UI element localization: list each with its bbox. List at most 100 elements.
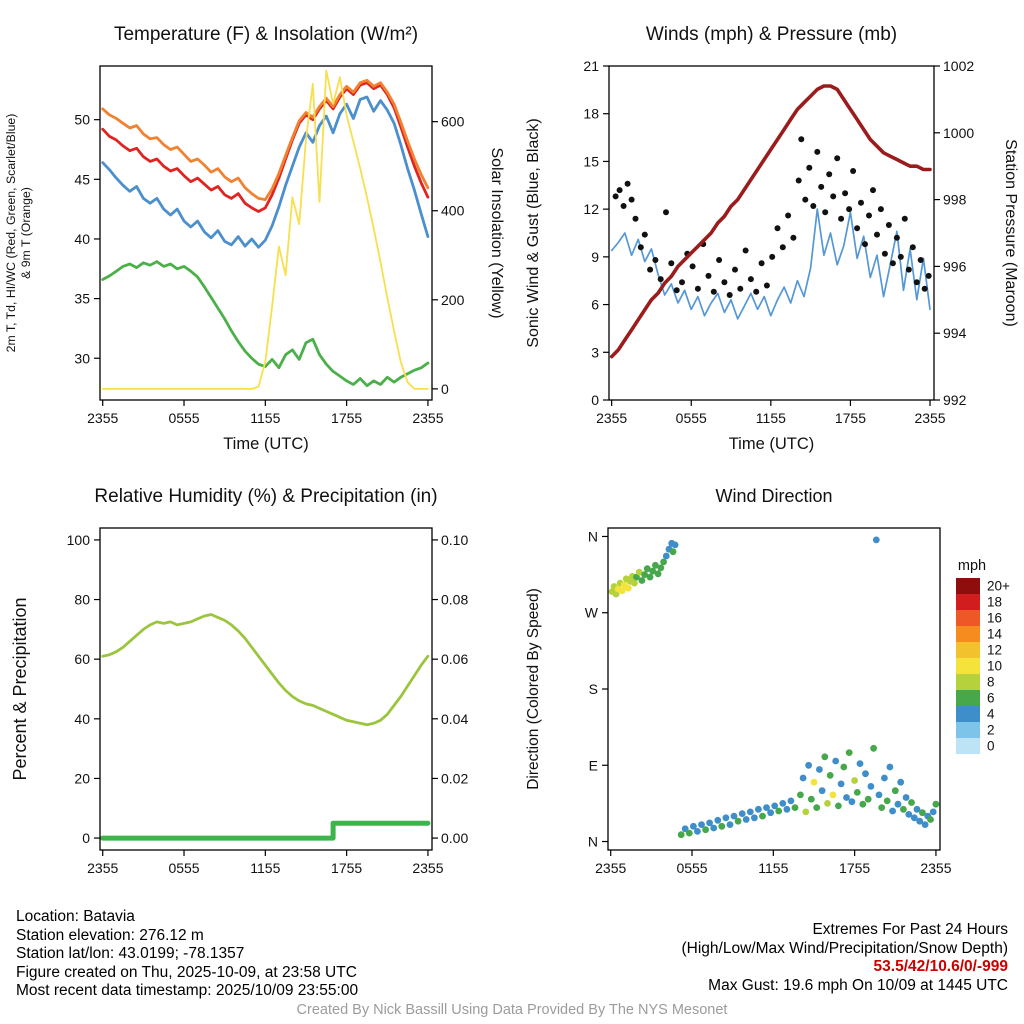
data-point (813, 804, 821, 811)
data-point (889, 260, 896, 267)
data-point (853, 789, 861, 796)
colorbar-swatch (956, 626, 980, 642)
data-point (662, 552, 670, 560)
x-tick-label: 2355 (595, 860, 626, 876)
colorbar-tick-label: 12 (987, 643, 1002, 658)
colorbar-tick-label: 4 (987, 707, 995, 722)
data-point (862, 241, 868, 248)
data-point (806, 164, 813, 171)
data-point (826, 772, 834, 779)
data-point (901, 215, 908, 222)
data-point (646, 573, 654, 581)
y-tick-label: 40 (74, 231, 90, 247)
y-tick-label-right: 998 (943, 192, 967, 208)
max-gust-line: Max Gust: 19.6 mph On 10/09 at 1445 UTC (708, 976, 1008, 994)
series-solar-insolation (101, 69, 429, 390)
data-point (875, 791, 883, 799)
extremes-values: 53.5/42/10.6/0/-999 (873, 958, 1008, 975)
data-point (818, 787, 826, 795)
data-point (902, 794, 910, 801)
credit-line: Created By Nick Bassill Using Data Provi… (296, 1001, 728, 1018)
colorbar-swatch (956, 610, 980, 626)
data-point (862, 770, 869, 778)
x-tick-label: 1755 (835, 410, 866, 426)
y-tick-label-right: 400 (441, 203, 465, 219)
data-point (785, 212, 792, 219)
series-heat-index-wind-chill (101, 95, 430, 249)
data-point (641, 231, 648, 238)
data-point (721, 279, 728, 286)
data-point (805, 761, 812, 769)
data-point (798, 136, 805, 143)
y-axis-label-right: Solar Insolation (Yellow) (488, 147, 505, 318)
y-tick-label-right: 0.02 (441, 770, 468, 786)
data-point (814, 148, 821, 155)
data-timestamp-line: Most recent data timestamp: 2025/10/09 2… (16, 982, 359, 999)
y-axis-label-left: Percent & Precipitation (10, 597, 30, 780)
y-tick-label: 3 (591, 344, 599, 360)
extremes-title: Extremes For Past 24 Hours (812, 921, 1008, 938)
data-point (837, 780, 845, 788)
data-point (652, 257, 659, 263)
data-point (897, 253, 904, 260)
data-point (758, 260, 765, 267)
data-point (702, 826, 709, 834)
data-point (919, 809, 926, 817)
data-point (881, 250, 888, 257)
y-tick-label: 12 (583, 201, 599, 217)
series-dew-point (101, 260, 430, 388)
series-precipitation (100, 820, 431, 841)
x-tick-label: 2355 (412, 410, 443, 426)
data-point (802, 808, 810, 816)
x-tick-label: 1155 (250, 410, 280, 426)
data-point (829, 791, 837, 799)
data-point (810, 778, 818, 786)
data-point (767, 809, 774, 817)
colorbar-swatch (956, 658, 980, 674)
data-point (637, 244, 644, 251)
y-tick-label-right: 0.06 (441, 651, 468, 667)
data-point (897, 778, 905, 786)
data-point (738, 810, 746, 817)
data-point (663, 209, 669, 216)
data-point (787, 797, 795, 805)
y-axis-label-left: Direction (Colored By Speed) (525, 588, 542, 790)
data-point (856, 760, 864, 767)
data-point (705, 272, 712, 279)
data-point (759, 812, 766, 820)
charts-grid: Temperature (F) & Insolation (W/m²) 2355 0… (0, 24, 1019, 904)
data-point (816, 766, 823, 773)
y-tick-label: 45 (74, 171, 90, 187)
data-point (612, 193, 619, 200)
data-point (893, 234, 900, 241)
data-point (850, 168, 857, 174)
data-point (669, 548, 677, 556)
series-2m-temperature (101, 81, 430, 213)
data-point (657, 564, 665, 572)
data-point (689, 263, 696, 270)
colorbar-tick-label: 6 (987, 691, 995, 706)
humidity-precip-chart: Relative Humidity (%) & Precipitation (i… (0, 470, 512, 904)
data-point (842, 190, 849, 197)
colorbar-title: mph (958, 558, 986, 574)
x-tick-label: 2355 (87, 410, 118, 426)
x-tick-label: 2355 (412, 860, 443, 876)
data-point (732, 266, 738, 273)
data-point (679, 279, 685, 286)
series-station-pressure (609, 84, 932, 359)
y-tick-label: 100 (67, 532, 91, 548)
colorbar-tick-label: 10 (987, 659, 1002, 674)
colorbar-tick-label: 18 (987, 595, 1002, 610)
wind-direction-plot: Wind Direction 2355 0555 1155 1755 2355 N E S W N D… (525, 486, 1010, 876)
y-tick-label: 21 (583, 58, 599, 74)
y-tick-label-right: 0 (441, 381, 449, 397)
data-point (763, 282, 770, 289)
y-tick-label: E (589, 757, 598, 773)
colorbar-swatch (956, 706, 980, 722)
data-point (755, 805, 762, 813)
data-point (751, 814, 758, 822)
data-point (821, 753, 829, 761)
figure-created-line: Figure created on Thu, 2025-10-09, at 23… (16, 963, 357, 981)
data-point (810, 203, 817, 209)
data-point (913, 805, 921, 813)
